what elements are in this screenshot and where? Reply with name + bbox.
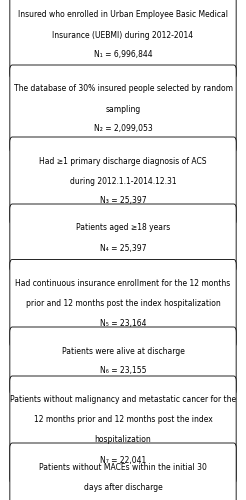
FancyBboxPatch shape — [10, 137, 236, 225]
Text: Patients without malignancy and metastatic cancer for the: Patients without malignancy and metastat… — [10, 396, 236, 404]
Text: Had continuous insurance enrollment for the 12 months: Had continuous insurance enrollment for … — [15, 279, 231, 288]
Text: The database of 30% insured people selected by random: The database of 30% insured people selec… — [14, 84, 232, 94]
Text: Insurance (UEBMI) during 2012-2014: Insurance (UEBMI) during 2012-2014 — [52, 30, 194, 40]
Text: N₇ = 22,041: N₇ = 22,041 — [100, 456, 146, 464]
FancyBboxPatch shape — [10, 327, 236, 395]
Text: Patients aged ≥18 years: Patients aged ≥18 years — [76, 224, 170, 232]
Text: N₂ = 2,099,053: N₂ = 2,099,053 — [94, 124, 152, 134]
FancyBboxPatch shape — [10, 204, 236, 272]
Text: 12 months prior and 12 months post the index: 12 months prior and 12 months post the i… — [34, 416, 212, 424]
FancyBboxPatch shape — [10, 0, 236, 79]
FancyBboxPatch shape — [10, 65, 236, 153]
Text: N₄ = 25,397: N₄ = 25,397 — [100, 244, 146, 252]
Text: Patients without MACEs within the initial 30: Patients without MACEs within the initia… — [39, 462, 207, 471]
Text: prior and 12 months post the index hospitalization: prior and 12 months post the index hospi… — [26, 299, 220, 308]
Text: Had ≥1 primary discharge diagnosis of ACS: Had ≥1 primary discharge diagnosis of AC… — [39, 156, 207, 166]
FancyBboxPatch shape — [10, 443, 236, 500]
Text: during 2012.1.1-2014.12.31: during 2012.1.1-2014.12.31 — [70, 176, 176, 186]
Text: N₅ = 23,164: N₅ = 23,164 — [100, 319, 146, 328]
Text: N₆ = 23,155: N₆ = 23,155 — [100, 366, 146, 376]
FancyBboxPatch shape — [10, 376, 236, 484]
Text: Patients were alive at discharge: Patients were alive at discharge — [62, 346, 184, 356]
Text: N₃ = 25,397: N₃ = 25,397 — [100, 196, 146, 205]
Text: sampling: sampling — [105, 104, 141, 114]
FancyBboxPatch shape — [10, 260, 236, 348]
Text: days after discharge: days after discharge — [84, 482, 162, 492]
Text: N₁ = 6,996,844: N₁ = 6,996,844 — [94, 50, 152, 59]
Text: Insured who enrolled in Urban Employee Basic Medical: Insured who enrolled in Urban Employee B… — [18, 10, 228, 20]
Text: hospitalization: hospitalization — [95, 436, 151, 444]
